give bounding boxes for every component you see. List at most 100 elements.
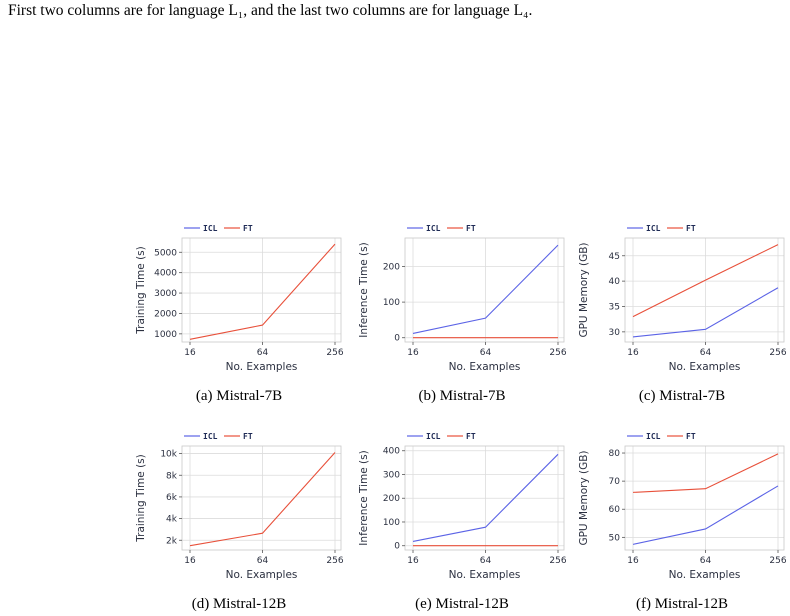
y-tick-label: 5000: [154, 248, 177, 258]
plot-frame: [181, 445, 342, 551]
legend-label-ft: FT: [243, 432, 253, 441]
chart-a: ICL FT 1000 2000 3000 4000 5000 16 64 256 No. Exam…: [135, 224, 344, 373]
caption-a: (a) Mistral-7B: [195, 388, 283, 404]
x-tick-label: 16: [627, 348, 639, 358]
y-tick-label: 200: [383, 262, 400, 272]
chart-f: ICL FT 50 60 70 80 16 64 256 No. Examples GPU Memo…: [578, 432, 787, 581]
y-tick-label: 300: [383, 470, 400, 480]
y-tick-label: 3000: [154, 289, 177, 299]
legend-label-icl: ICL: [426, 432, 441, 441]
legend-label-icl: ICL: [203, 224, 218, 233]
y-tick-label: 100: [383, 298, 400, 308]
legend-label-icl: ICL: [646, 432, 661, 441]
series-line-ft: [632, 453, 779, 493]
y-tick-label: 70: [609, 477, 621, 487]
series-line-icl: [632, 485, 779, 545]
x-tick-label: 64: [257, 556, 269, 566]
plot-frame: [624, 445, 785, 551]
x-axis-label: No. Examples: [449, 361, 521, 373]
legend-label-ft: FT: [466, 432, 476, 441]
panel-c: ICL FT 30 35 40 45 16 64 256 No. Examples GPU Memo…: [573, 214, 790, 404]
panel-e: ICL FT 0 100 200 300 400 16 64 256 No. Examples Inf…: [353, 422, 571, 612]
y-tick-label: 0: [394, 542, 400, 552]
x-axis-label: No. Examples: [449, 569, 521, 581]
panel-a: ICL FT 1000 2000 3000 4000 5000 16 64 256 No. Exam…: [130, 214, 348, 404]
y-tick-label: 50: [609, 533, 621, 543]
y-tick-label: 30: [609, 328, 621, 338]
legend-label-ft: FT: [686, 224, 696, 233]
caption-e: (e) Mistral-12B: [415, 596, 509, 612]
y-tick-label: 60: [609, 505, 621, 515]
y-tick-label: 45: [609, 252, 620, 262]
x-axis-label: No. Examples: [669, 361, 741, 373]
x-tick-label: 256: [769, 348, 786, 358]
y-tick-label: 8k: [166, 471, 178, 481]
caption-f: (f) Mistral-12B: [635, 596, 729, 612]
x-tick-label: 256: [326, 556, 343, 566]
panel-b: ICL FT 0 100 200 16 64 256 No. Examples Inference…: [353, 214, 571, 404]
y-tick-label: 80: [609, 449, 621, 459]
caption-b: (b) Mistral-7B: [418, 388, 506, 404]
series-line-icl: [632, 287, 779, 338]
y-tick-label: 6k: [166, 493, 178, 503]
y-tick-label: 1000: [154, 330, 177, 340]
legend-label-ft: FT: [686, 432, 696, 441]
x-tick-label: 16: [184, 556, 196, 566]
legend-label-icl: ICL: [203, 432, 218, 441]
x-tick-label: 16: [627, 556, 639, 566]
x-axis-label: No. Examples: [226, 361, 298, 373]
caption-d: (d) Mistral-12B: [191, 596, 287, 612]
x-tick-label: 16: [407, 556, 419, 566]
y-tick-label: 4000: [154, 269, 177, 279]
y-tick-label: 4k: [166, 515, 178, 525]
intro-text: First two columns are for language L₁, a…: [8, 2, 533, 19]
panel-f: ICL FT 50 60 70 80 16 64 256 No. Examples GPU Memo…: [573, 422, 790, 612]
series-line-ft: [189, 243, 336, 340]
legend-label-icl: ICL: [646, 224, 661, 233]
x-tick-label: 64: [480, 348, 492, 358]
x-tick-label: 64: [480, 556, 492, 566]
x-tick-label: 256: [769, 556, 786, 566]
chart-b: ICL FT 0 100 200 16 64 256 No. Examples Inference…: [358, 224, 567, 373]
plot-frame: [404, 237, 565, 343]
caption-c: (c) Mistral-7B: [638, 388, 726, 404]
y-tick-label: 100: [383, 518, 400, 528]
y-axis-label: Inference Time (s): [358, 450, 370, 545]
y-tick-label: 2k: [166, 536, 178, 546]
series-line-icl: [412, 244, 559, 334]
series-line-ft: [632, 244, 779, 318]
x-axis-label: No. Examples: [226, 569, 298, 581]
series-line-ft: [189, 452, 336, 547]
x-axis-label: No. Examples: [669, 569, 741, 581]
y-tick-label: 400: [383, 447, 400, 457]
legend-label-ft: FT: [466, 224, 476, 233]
panel-d: ICL FT 2k 4k 6k 8k 10k 16 64 256 No. Examples Train…: [130, 422, 348, 612]
y-axis-label: Training Time (s): [135, 246, 147, 334]
x-tick-label: 16: [184, 348, 196, 358]
y-tick-label: 10k: [160, 450, 177, 460]
legend-label-ft: FT: [243, 224, 253, 233]
series-line-icl: [412, 453, 559, 542]
x-tick-label: 16: [407, 348, 419, 358]
x-tick-label: 256: [549, 556, 566, 566]
chart-e: ICL FT 0 100 200 300 400 16 64 256 No. Examples Inf…: [358, 432, 567, 581]
plot-frame: [181, 237, 342, 343]
y-axis-label: Inference Time (s): [358, 242, 370, 337]
x-tick-label: 256: [326, 348, 343, 358]
y-tick-label: 200: [383, 494, 400, 504]
y-tick-label: 2000: [154, 309, 177, 319]
chart-d: ICL FT 2k 4k 6k 8k 10k 16 64 256 No. Examples Train…: [135, 432, 344, 581]
y-axis-label: GPU Memory (GB): [578, 450, 590, 545]
y-tick-label: 40: [609, 277, 621, 287]
y-tick-label: 0: [394, 334, 400, 344]
x-tick-label: 256: [549, 348, 566, 358]
y-tick-label: 35: [609, 302, 620, 312]
x-tick-label: 64: [700, 556, 712, 566]
chart-c: ICL FT 30 35 40 45 16 64 256 No. Examples GPU Memo…: [578, 224, 787, 373]
legend-label-icl: ICL: [426, 224, 441, 233]
plot-frame: [624, 237, 785, 343]
y-axis-label: GPU Memory (GB): [578, 242, 590, 337]
x-tick-label: 64: [700, 348, 712, 358]
y-axis-label: Training Time (s): [135, 454, 147, 542]
x-tick-label: 64: [257, 348, 269, 358]
